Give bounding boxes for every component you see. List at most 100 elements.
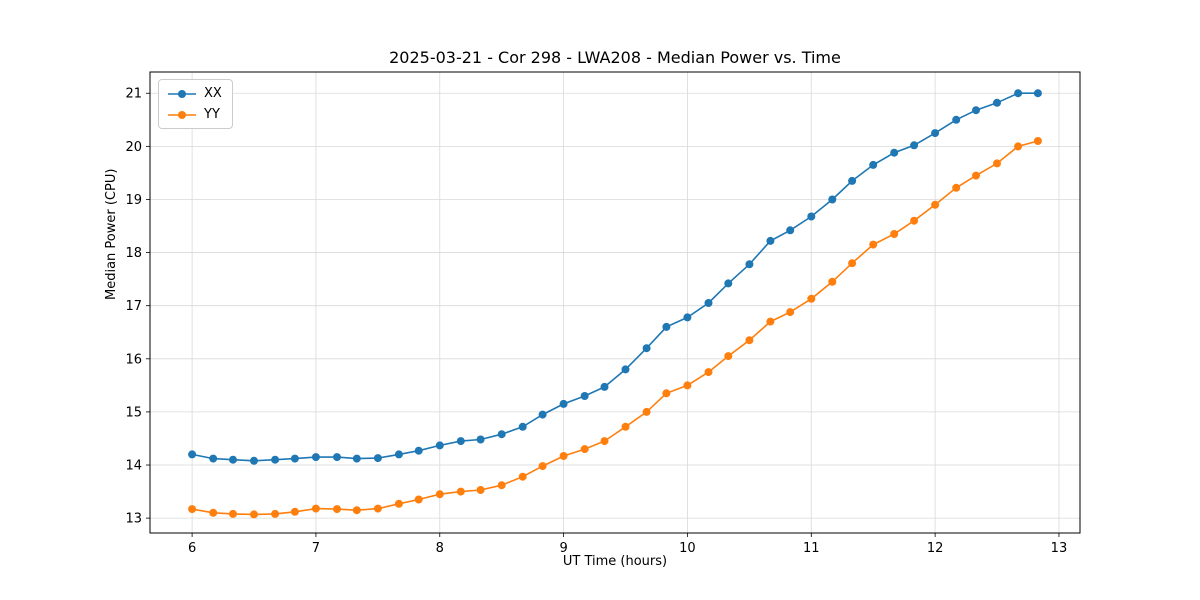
y-tick-label: 14: [125, 459, 142, 474]
legend-item: YY: [167, 107, 222, 122]
data-point-YY: [993, 159, 1001, 168]
data-point-XX: [621, 365, 630, 374]
data-point-XX: [229, 455, 237, 464]
data-point-YY: [910, 216, 919, 225]
plot-frame: [149, 71, 1081, 534]
data-point-XX: [456, 437, 465, 446]
data-point-YY: [311, 504, 320, 513]
x-tick-label: 8: [436, 541, 444, 556]
data-point-YY: [435, 490, 444, 499]
data-point-XX: [704, 299, 713, 307]
x-tick-label: 13: [1051, 541, 1068, 556]
data-point-YY: [683, 381, 692, 390]
data-point-XX: [497, 430, 506, 439]
data-point-YY: [828, 277, 837, 286]
data-point-YY: [414, 495, 423, 504]
data-point-XX: [642, 344, 651, 353]
y-tick-label: 16: [125, 352, 142, 367]
legend-label: XX: [204, 86, 222, 101]
data-point-XX: [724, 279, 733, 288]
data-point-XX: [683, 313, 692, 322]
data-point-YY: [497, 481, 506, 490]
data-point-YY: [766, 317, 775, 326]
data-point-XX: [931, 129, 940, 138]
legend: XX YY: [158, 79, 233, 129]
data-point-XX: [993, 98, 1001, 107]
data-point-YY: [250, 510, 258, 519]
chart-title: 2025-03-21 - Cor 298 - LWA208 - Median P…: [389, 48, 841, 67]
x-tick-label: 11: [803, 541, 820, 556]
data-point-YY: [394, 499, 403, 508]
data-point-YY: [476, 486, 485, 494]
data-point-YY: [600, 437, 609, 446]
data-point-XX: [352, 454, 361, 463]
data-point-YY: [621, 422, 630, 431]
data-point-YY: [352, 506, 361, 515]
data-point-XX: [869, 160, 878, 169]
x-axis-label: UT Time (hours): [562, 554, 668, 569]
data-point-YY: [952, 183, 961, 192]
data-point-XX: [290, 454, 299, 463]
data-point-YY: [704, 368, 713, 377]
data-point-XX: [1014, 89, 1023, 98]
data-point-XX: [414, 446, 423, 455]
data-point-YY: [271, 509, 280, 518]
x-tick-label: 6: [188, 541, 196, 556]
data-point-YY: [580, 445, 589, 454]
data-point-XX: [1033, 89, 1042, 98]
legend-line-marker-icon: [168, 89, 196, 98]
data-point-XX: [373, 454, 382, 463]
legend-item: XX: [167, 86, 222, 101]
x-tick-label: 9: [559, 541, 567, 556]
data-point-YY: [538, 462, 547, 471]
data-point-XX: [600, 382, 609, 391]
data-point-YY: [559, 452, 568, 460]
data-point-XX: [910, 141, 919, 150]
data-point-XX: [188, 450, 197, 459]
x-tick-label: 7: [312, 541, 320, 556]
data-point-XX: [828, 195, 837, 204]
data-point-YY: [518, 472, 527, 481]
y-tick-label: 20: [125, 140, 142, 155]
series-line-XX: [191, 92, 1038, 462]
data-point-XX: [538, 410, 547, 419]
data-point-YY: [931, 200, 940, 209]
data-point-YY: [209, 508, 218, 517]
data-point-XX: [890, 148, 899, 157]
data-point-XX: [518, 422, 527, 431]
data-point-XX: [476, 435, 485, 444]
data-point-XX: [786, 226, 795, 235]
data-point-YY: [1033, 137, 1042, 145]
data-point-XX: [435, 441, 444, 450]
data-point-YY: [456, 487, 465, 496]
data-point-YY: [290, 507, 299, 516]
data-point-XX: [333, 453, 341, 462]
data-point-YY: [1014, 142, 1023, 151]
x-tick-label: 10: [679, 541, 696, 556]
data-point-YY: [869, 240, 878, 249]
data-point-YY: [745, 336, 754, 345]
y-tick-label: 15: [125, 405, 142, 420]
data-point-XX: [807, 212, 816, 221]
data-point-XX: [662, 322, 671, 331]
data-point-YY: [229, 509, 237, 518]
data-point-XX: [580, 392, 589, 400]
x-tick-label: 12: [927, 541, 944, 556]
data-point-XX: [311, 453, 320, 462]
y-tick-label: 18: [125, 246, 142, 261]
data-point-XX: [972, 106, 980, 115]
legend-label: YY: [204, 107, 220, 122]
data-point-YY: [807, 294, 816, 303]
data-point-YY: [188, 505, 197, 514]
y-tick-label: 21: [125, 87, 142, 102]
data-point-XX: [271, 455, 280, 464]
data-point-YY: [890, 230, 899, 238]
data-point-YY: [848, 259, 857, 268]
y-tick-label: 19: [125, 193, 142, 208]
data-point-YY: [724, 352, 733, 361]
data-point-YY: [786, 308, 795, 317]
data-point-YY: [972, 171, 980, 180]
data-point-XX: [745, 260, 754, 269]
